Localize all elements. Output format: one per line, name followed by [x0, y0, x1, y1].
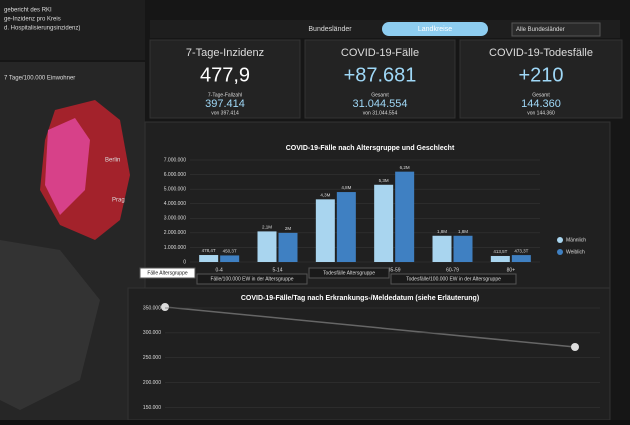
dropdown-text[interactable]: Alle Bundesländer — [516, 27, 565, 33]
x-tick-label: 0-4 — [216, 267, 223, 273]
tab-active[interactable] — [382, 22, 488, 36]
bar — [453, 235, 473, 262]
x-tick-label: 35-59 — [388, 267, 401, 273]
data-label: 2M — [285, 226, 292, 231]
chart-title: COVID-19-Fälle/Tag nach Erkrankungs-/Mel… — [241, 295, 479, 302]
bar — [220, 255, 240, 262]
y-tick-label: 1.000.000 — [164, 245, 186, 251]
y-tick-label: 2.000.000 — [164, 230, 186, 236]
tab[interactable]: Bundesländer — [308, 26, 352, 33]
card — [459, 39, 623, 119]
card-value: 477,9 — [200, 64, 250, 86]
header-line: gebericht des RKI — [4, 8, 52, 14]
card-sub-value: 397.414 — [205, 98, 245, 110]
card-title: COVID-19-Fälle — [341, 47, 419, 59]
map-label: Prag — [112, 198, 125, 204]
slider-handle[interactable] — [161, 303, 169, 311]
bar — [315, 199, 335, 262]
header-line: ge-Inzidenz pro Kreis — [4, 17, 61, 23]
chart-tab[interactable] — [196, 273, 308, 285]
y-tick-label: 6.000.000 — [164, 172, 186, 178]
card-value: +87.681 — [344, 64, 417, 86]
chart-tab[interactable] — [390, 273, 517, 285]
x-tick-label: 60-79 — [446, 267, 459, 273]
card — [304, 39, 456, 119]
legend-label: Weiblich — [566, 249, 585, 255]
data-label: 473,3T — [514, 248, 528, 253]
map-label: Berlin — [105, 158, 120, 164]
map-land — [0, 240, 100, 410]
chart-tab-label[interactable]: Fälle Altersgruppe — [147, 270, 188, 276]
bar — [374, 184, 394, 262]
chart-tab-label[interactable]: Fälle/100.000 EW in der Altersgruppe — [210, 276, 293, 282]
data-label: 413,5T — [493, 249, 507, 254]
y-tick-label: 150.000 — [143, 405, 161, 411]
bar — [199, 255, 219, 262]
y-tick-label: 5.000.000 — [164, 186, 186, 192]
card-title: COVID-19-Todesfälle — [489, 47, 593, 59]
bar — [511, 255, 531, 262]
chart-title: COVID-19-Fälle nach Altersgruppe und Ges… — [286, 145, 455, 152]
chart-tab[interactable] — [308, 267, 390, 279]
card — [149, 39, 301, 119]
card-sub-value: 31.044.554 — [352, 98, 407, 110]
tab[interactable]: Landkreise — [418, 26, 452, 33]
data-label: 4,8M — [341, 185, 351, 190]
y-tick-label: 3.000.000 — [164, 216, 186, 222]
data-label: 6,2M — [400, 165, 410, 170]
header-line: d. Hospitalisierungsinzidenz) — [4, 26, 80, 32]
data-label: 4,3M — [320, 193, 330, 198]
legend-swatch — [557, 249, 563, 255]
y-tick-label: 300.000 — [143, 330, 161, 336]
card-note: von 397.414 — [211, 110, 239, 116]
left-header — [0, 0, 145, 60]
data-label: 2,1M — [262, 225, 272, 230]
data-label: 1,8M — [437, 229, 447, 234]
x-tick-label: 80+ — [507, 267, 516, 273]
x-tick-label: 5-14 — [272, 267, 282, 273]
data-label: 1,8M — [458, 229, 468, 234]
map-region — [45, 118, 90, 215]
slider-handle[interactable] — [571, 343, 579, 351]
y-tick-label: 200.000 — [143, 380, 161, 386]
chart-tab-label[interactable]: Todesfälle/100.000 EW in der Altersgrupp… — [406, 276, 501, 282]
card-value: +210 — [518, 64, 563, 86]
card-sub-value: 144.360 — [521, 98, 561, 110]
chart-tab[interactable] — [139, 267, 196, 279]
legend-label: Männlich — [566, 237, 586, 243]
y-tick-label: 7.000.000 — [164, 157, 186, 163]
legend-swatch — [557, 237, 563, 243]
bar — [490, 255, 510, 262]
chart-panel — [127, 287, 611, 421]
data-label: 5,3M — [379, 178, 389, 183]
card-note: von 31.044.554 — [363, 110, 398, 116]
card-sub-label: Gesamt — [371, 92, 389, 98]
bar — [257, 231, 277, 262]
map-title: 7 Tage/100.000 Einwohner — [4, 76, 75, 82]
y-tick-label: 250.000 — [143, 355, 161, 361]
data-label: 478,4T — [202, 248, 216, 253]
card-note: von 144.360 — [527, 110, 555, 116]
bar — [432, 235, 452, 262]
dropdown[interactable] — [511, 22, 601, 37]
slider — [164, 306, 576, 348]
card-sub-label: Gesamt — [532, 92, 550, 98]
y-tick-label: 0 — [183, 259, 186, 265]
bar — [336, 192, 356, 262]
chart-tab-label[interactable]: Todesfälle Altersgruppe — [323, 270, 375, 276]
card-title: 7-Tage-Inzidenz — [186, 47, 264, 59]
bar — [278, 232, 298, 262]
data-label: 450,3T — [223, 249, 237, 254]
card-sub-label: 7-Tage-Fallzahl — [208, 92, 242, 98]
bar — [395, 171, 415, 262]
y-tick-label: 4.000.000 — [164, 201, 186, 207]
y-tick-label: 350.000 — [143, 305, 161, 311]
